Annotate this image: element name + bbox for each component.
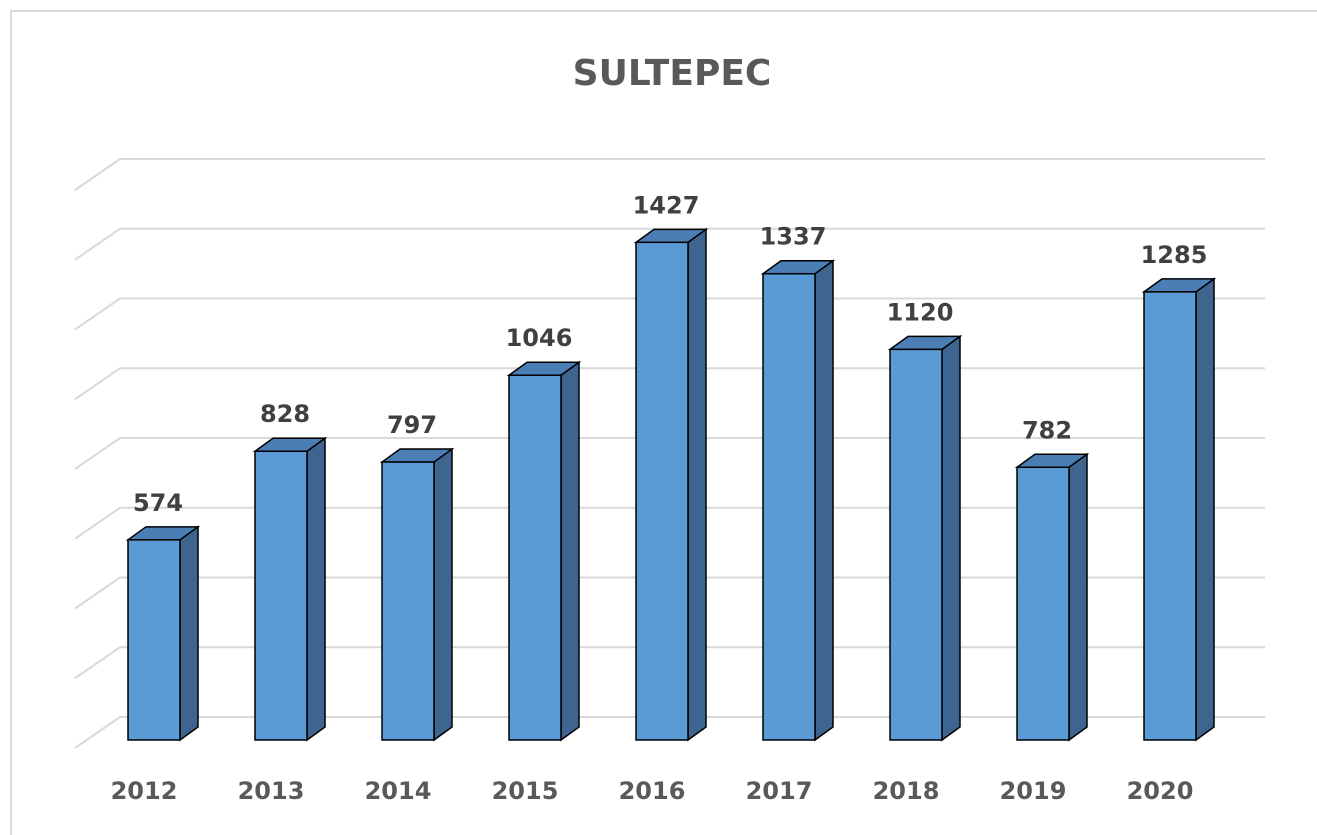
x-tick-label: 2012 bbox=[111, 777, 178, 805]
x-tick-label: 2020 bbox=[1127, 777, 1194, 805]
grid-line bbox=[74, 367, 1265, 401]
grid-line bbox=[74, 227, 1265, 261]
x-tick-label: 2016 bbox=[619, 777, 686, 805]
data-label: 797 bbox=[387, 411, 437, 439]
data-label: 782 bbox=[1022, 416, 1072, 444]
bar-side bbox=[941, 334, 961, 742]
data-label: 574 bbox=[133, 489, 183, 517]
bar-front bbox=[762, 272, 816, 741]
grid-line bbox=[74, 716, 1265, 749]
bar-front bbox=[508, 374, 562, 741]
x-tick-label: 2014 bbox=[365, 777, 432, 805]
x-tick-label: 2019 bbox=[1000, 777, 1067, 805]
bar-front bbox=[889, 348, 943, 741]
bar-side bbox=[1068, 452, 1088, 742]
data-label: 1285 bbox=[1141, 241, 1208, 269]
bar bbox=[887, 334, 963, 742]
data-label: 1046 bbox=[506, 324, 573, 352]
grid-line bbox=[74, 437, 1265, 470]
bar-side bbox=[179, 525, 199, 742]
x-tick-label: 2017 bbox=[746, 777, 813, 805]
bar bbox=[633, 227, 709, 742]
bar bbox=[760, 259, 836, 742]
data-label: 1120 bbox=[887, 298, 954, 326]
bar bbox=[125, 525, 201, 742]
bar-front bbox=[127, 539, 181, 741]
grid-line bbox=[74, 297, 1265, 331]
data-label: 1337 bbox=[760, 223, 827, 251]
x-tick-label: 2015 bbox=[492, 777, 559, 805]
bar-side bbox=[814, 259, 834, 742]
bar-side bbox=[1195, 277, 1215, 742]
grid-line bbox=[74, 646, 1265, 680]
bar bbox=[1014, 452, 1090, 742]
chart-title: SULTEPEC bbox=[573, 53, 772, 94]
x-tick-label: 2018 bbox=[873, 777, 940, 805]
bar-side bbox=[433, 447, 453, 742]
grid-line bbox=[74, 506, 1265, 540]
grid-line bbox=[74, 158, 1265, 191]
bar-side bbox=[687, 227, 707, 742]
bar-side bbox=[306, 436, 326, 742]
bar-front bbox=[1016, 466, 1070, 741]
bar-front bbox=[254, 450, 308, 741]
bar bbox=[379, 447, 455, 742]
grid-line bbox=[74, 576, 1265, 610]
bar bbox=[252, 436, 328, 742]
bar-side bbox=[560, 360, 580, 742]
bar-front bbox=[381, 461, 435, 741]
bar bbox=[506, 360, 582, 742]
x-tick-label: 2013 bbox=[238, 777, 305, 805]
bar bbox=[1141, 277, 1217, 742]
data-label: 1427 bbox=[633, 191, 700, 219]
data-label: 828 bbox=[260, 400, 310, 428]
bar-front bbox=[635, 241, 689, 741]
bar-front bbox=[1143, 291, 1197, 741]
